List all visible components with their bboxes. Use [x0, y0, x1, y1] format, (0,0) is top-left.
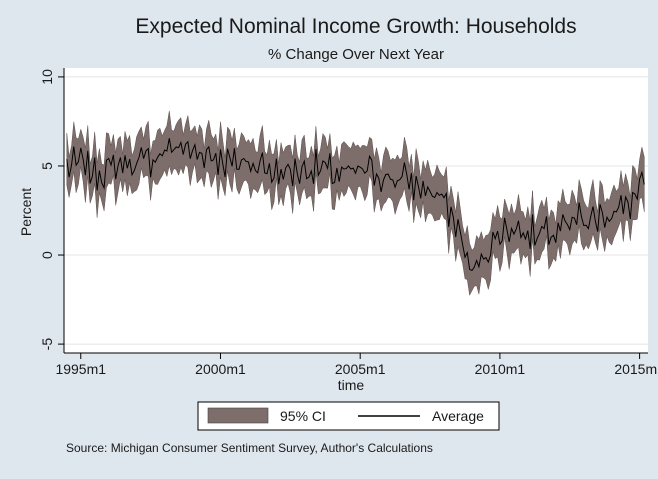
x-axis: 1995m1 2000m1 2005m1 2010m1 2015m1 [55, 352, 658, 377]
ci-band [66, 110, 645, 296]
x-tick-label: 2015m1 [614, 361, 658, 377]
y-tick-label: 5 [39, 162, 55, 170]
y-tick-label: -5 [39, 338, 55, 351]
x-tick-label: 2010m1 [475, 361, 526, 377]
plot-area [64, 68, 648, 353]
y-axis: -5 0 5 10 [39, 68, 65, 353]
chart-subtitle: % Change Over Next Year [268, 46, 444, 63]
legend-ci-swatch [207, 407, 269, 424]
y-tick-label: 0 [39, 251, 55, 259]
average-line [66, 138, 645, 272]
x-axis-label: time [338, 377, 365, 393]
average-line-group [66, 138, 645, 272]
y-tick-label: 10 [39, 69, 55, 85]
x-tick-label: 1995m1 [55, 361, 106, 377]
x-tick-label: 2005m1 [335, 361, 386, 377]
y-axis-label: Percent [18, 188, 34, 236]
legend: 95% CI Average [197, 401, 500, 431]
source-note: Source: Michigan Consumer Sentiment Surv… [66, 441, 433, 455]
x-tick-label: 2000m1 [195, 361, 246, 377]
chart-title: Expected Nominal Income Growth: Househol… [135, 15, 576, 38]
legend-average-label: Average [432, 408, 484, 424]
legend-ci-label: 95% CI [280, 408, 326, 424]
ci-band-group [66, 110, 645, 296]
